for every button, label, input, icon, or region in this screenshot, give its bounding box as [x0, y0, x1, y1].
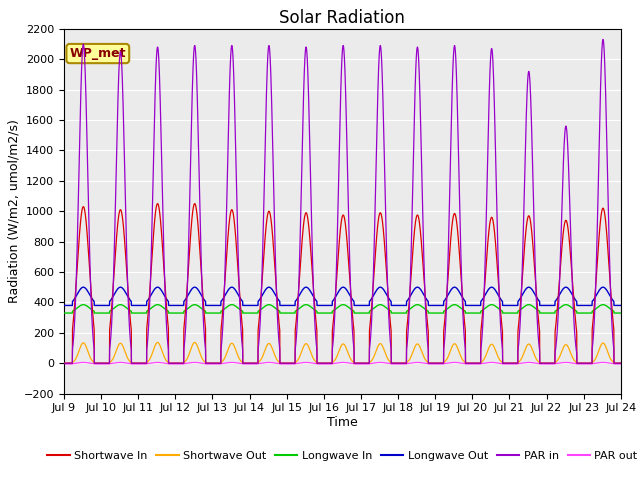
Text: WP_met: WP_met [70, 47, 126, 60]
Legend: Shortwave In, Shortwave Out, Longwave In, Longwave Out, PAR in, PAR out: Shortwave In, Shortwave Out, Longwave In… [43, 446, 640, 466]
X-axis label: Time: Time [327, 416, 358, 429]
Title: Solar Radiation: Solar Radiation [280, 9, 405, 27]
Y-axis label: Radiation (W/m2, umol/m2/s): Radiation (W/m2, umol/m2/s) [8, 119, 21, 303]
